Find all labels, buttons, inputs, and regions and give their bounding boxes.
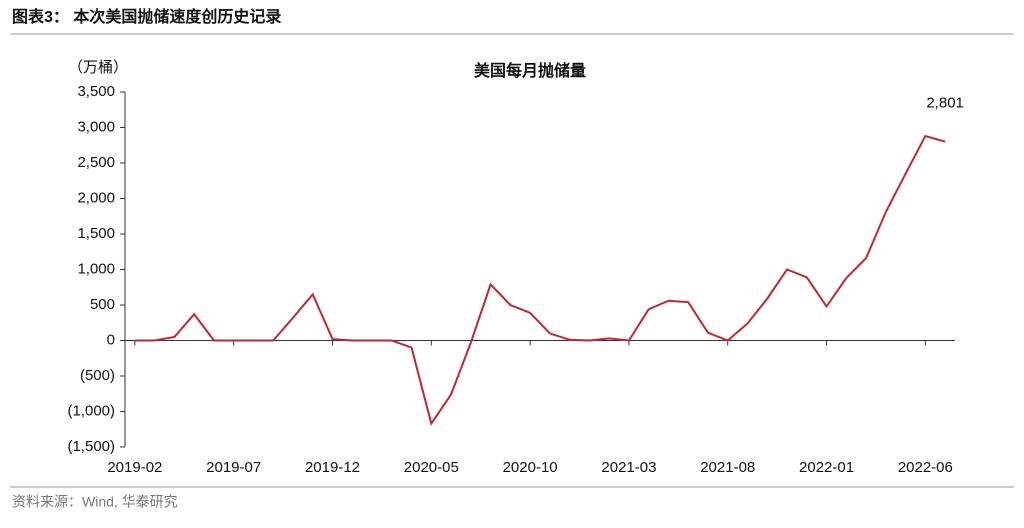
x-tick-label: 2021-08	[700, 459, 755, 476]
y-unit: （万桶）	[68, 59, 128, 76]
y-tick-label: 0	[107, 331, 115, 348]
y-tick-label: (500)	[80, 367, 115, 384]
y-tick-label: 1,500	[77, 225, 115, 242]
x-tick-label: 2022-06	[898, 459, 953, 476]
x-tick-label: 2020-05	[404, 459, 459, 476]
source: 资料来源：Wind, 华泰研究	[12, 494, 178, 510]
page-title: 图表3： 本次美国抛储速度创历史记录	[12, 7, 281, 26]
chart-title: 美国每月抛储量	[474, 61, 586, 80]
y-tick-label: (1,500)	[67, 438, 115, 455]
x-tick-label: 2019-12	[305, 459, 360, 476]
y-tick-label: 3,500	[77, 83, 115, 100]
y-tick-label: 3,000	[77, 118, 115, 135]
x-tick-label: 2022-01	[799, 459, 854, 476]
data-line	[134, 134, 946, 426]
data-label: 2,801	[926, 95, 964, 112]
y-tick-label: 1,000	[77, 260, 115, 277]
x-tick-label: 2019-02	[107, 459, 162, 476]
y-tick-label: 2,000	[77, 189, 115, 206]
x-tick-label: 2019-07	[206, 459, 261, 476]
x-tick-label: 2021-03	[601, 459, 656, 476]
y-tick-label: 2,500	[77, 154, 115, 171]
y-tick-label: (1,000)	[67, 402, 115, 419]
x-tick-label: 2020-10	[503, 459, 558, 476]
y-tick-label: 500	[90, 296, 115, 313]
